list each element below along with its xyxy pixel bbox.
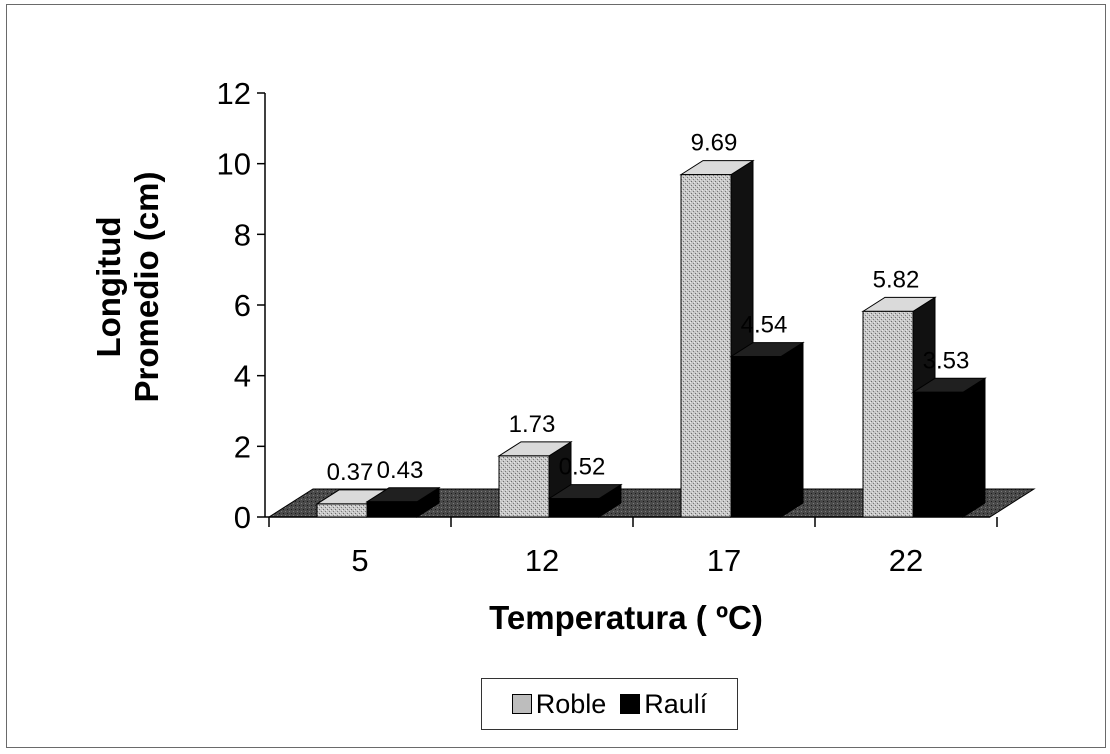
bar-side-face bbox=[780, 341, 804, 518]
bar-front-face bbox=[366, 501, 418, 518]
data-label-roble-22: 5.82 bbox=[873, 266, 920, 293]
data-label-roble-12: 1.73 bbox=[509, 411, 556, 438]
y-tick-label: 0 bbox=[234, 500, 251, 535]
data-label-roble-5: 0.37 bbox=[327, 459, 374, 486]
bar-front-face bbox=[862, 310, 914, 518]
y-tick-label: 6 bbox=[234, 288, 251, 323]
bar-front-face bbox=[498, 455, 550, 518]
data-label-raul-17: 4.54 bbox=[741, 312, 788, 339]
legend: Roble Raulí bbox=[481, 678, 738, 730]
legend-swatch-rauli bbox=[620, 694, 641, 714]
data-label-raul-12: 0.52 bbox=[559, 454, 606, 481]
x-tick-label: 17 bbox=[707, 543, 741, 578]
bar-raul-5 bbox=[365, 486, 441, 518]
bar-side-face bbox=[962, 377, 986, 518]
bar-front-face bbox=[680, 174, 732, 518]
x-axis-title: Temperatura ( ºC) bbox=[489, 599, 763, 636]
bar-front-face bbox=[548, 498, 600, 518]
data-label-roble-17: 9.69 bbox=[691, 130, 738, 157]
data-label-raul-22: 3.53 bbox=[923, 347, 970, 374]
legend-entry-rauli: Raulí bbox=[620, 689, 707, 720]
bar-front-face bbox=[912, 391, 964, 518]
bar-raul-12 bbox=[547, 483, 623, 518]
y-tick-label: 4 bbox=[234, 359, 251, 394]
legend-swatch-roble bbox=[511, 694, 532, 714]
bar-chart: 0 2 4 6 8 10 12 5 12 17 22 0.37 0.43 1.730.52 9.69 4.5… bbox=[90, 76, 1036, 636]
y-tick-label: 12 bbox=[217, 76, 251, 111]
y-tick-label: 8 bbox=[234, 217, 251, 252]
bar-front-face bbox=[316, 503, 368, 518]
y-tick-label: 2 bbox=[234, 429, 251, 464]
bar-raul-17 bbox=[729, 341, 805, 518]
bar-front-face bbox=[730, 356, 782, 518]
bar-raul-22 bbox=[911, 377, 987, 518]
legend-label-roble: Roble bbox=[535, 688, 607, 719]
y-axis-title-line-2: Promedio (cm) bbox=[128, 171, 165, 402]
data-label-raul-5: 0.43 bbox=[377, 457, 424, 484]
legend-label-rauli: Raulí bbox=[644, 688, 708, 719]
y-tick-label: 10 bbox=[217, 147, 251, 182]
x-tick-label: 5 bbox=[351, 543, 368, 578]
x-tick-label: 12 bbox=[525, 543, 559, 578]
x-tick-label: 22 bbox=[889, 543, 923, 578]
y-axis-title-line-1: Longitud bbox=[90, 216, 127, 357]
legend-entry-roble: Roble bbox=[511, 688, 607, 720]
chart-frame: 0 2 4 6 8 10 12 5 12 17 22 0.37 0.43 1.73 0.52 9.69 4.5… bbox=[6, 4, 1106, 748]
